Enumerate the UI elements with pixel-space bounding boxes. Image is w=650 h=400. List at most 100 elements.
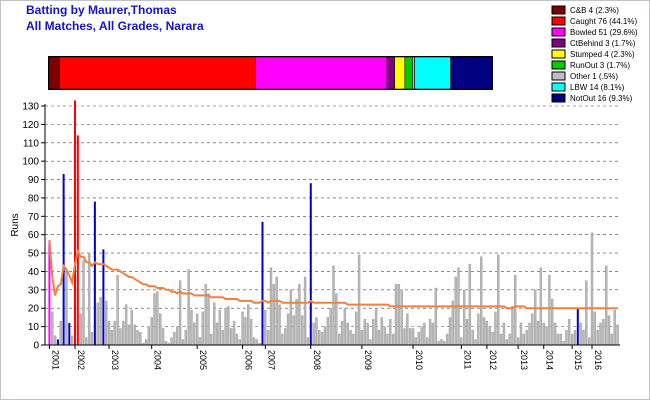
bar-1 (51, 311, 54, 346)
bar-19 (102, 249, 105, 345)
bar-95 (318, 330, 321, 346)
bar-192 (593, 311, 597, 346)
chart-subtitle: All Matches, All Grades, Narara (26, 19, 204, 33)
bar-17 (96, 302, 99, 346)
y-tick-label-6: 60 (28, 230, 40, 241)
bar-145 (460, 337, 463, 346)
bar-106 (349, 330, 352, 346)
bar-65 (232, 320, 236, 346)
bar-181 (562, 341, 565, 346)
bar-12 (82, 260, 85, 346)
bar-91 (306, 337, 310, 346)
bar-180 (559, 333, 562, 346)
bar-158 (497, 254, 500, 346)
bar-29 (130, 309, 134, 346)
bar-128 (411, 328, 415, 346)
bar-169 (528, 322, 531, 346)
x-tick-label-13: 2014 (545, 350, 555, 370)
y-tick-label-10: 100 (22, 157, 39, 168)
y-tick-label-11: 110 (23, 138, 39, 149)
bar-77 (266, 330, 270, 346)
bar-108 (355, 311, 358, 346)
bar-126 (406, 313, 409, 346)
bar-159 (499, 333, 503, 346)
x-tick-label-3: 2004 (153, 350, 163, 370)
bar-124 (400, 289, 403, 346)
x-axis-ticks: 2001 2002 2003 2004 2005 2006 2007 2008 2009 2010… (48, 345, 603, 370)
bar-10 (76, 135, 79, 345)
legend-swatch-2 (551, 27, 566, 37)
bar-163 (511, 306, 514, 346)
x-tick-label-9: 2010 (414, 350, 424, 370)
bar-161 (505, 339, 508, 346)
bar-112 (366, 322, 369, 346)
legend-swatch-4 (551, 49, 566, 59)
bar-98 (326, 317, 330, 346)
bar-99 (329, 308, 332, 346)
bar-154 (485, 320, 489, 346)
bar-78 (269, 267, 273, 346)
bar-84 (286, 313, 290, 346)
bar-35 (147, 326, 151, 346)
bar-142 (451, 300, 455, 346)
bar-172 (536, 320, 540, 346)
y-axis-label: Runs (10, 213, 21, 236)
y-tick-label-5: 50 (28, 249, 40, 260)
bar-26 (122, 320, 125, 346)
bar-9 (73, 100, 76, 345)
legend-label-7: LBW 14 (8.1%) (570, 83, 625, 92)
bar-81 (278, 304, 281, 346)
bar-182 (565, 330, 568, 346)
bar-60 (218, 309, 222, 346)
bar-61 (221, 330, 224, 346)
bar-47 (181, 339, 185, 346)
x-tick-label-8: 2009 (363, 350, 373, 370)
legend-label-2: Bowled 51 (29.6%) (570, 28, 638, 37)
dismissal-segment-2 (255, 56, 388, 90)
bar-175 (545, 326, 548, 346)
x-tick-label-6: 2007 (266, 350, 276, 370)
bar-117 (380, 317, 383, 346)
bar-155 (488, 326, 491, 346)
bar-194 (599, 322, 602, 346)
bar-199 (613, 309, 616, 346)
bar-185 (573, 330, 577, 346)
average-line (48, 240, 618, 310)
bar-59 (215, 322, 219, 346)
bar-100 (332, 265, 335, 346)
bar-114 (372, 319, 375, 346)
bar-71 (249, 319, 253, 346)
bar-79 (272, 284, 276, 346)
bar-167 (522, 333, 526, 346)
bar-16 (93, 201, 96, 345)
bar-5 (62, 174, 65, 345)
bar-86 (292, 315, 295, 346)
bar-90 (303, 276, 307, 346)
bar-57 (210, 333, 213, 346)
bar-2 (53, 335, 57, 346)
bar-168 (525, 330, 528, 346)
bar-176 (548, 274, 551, 346)
bar-118 (383, 326, 386, 346)
bar-139 (443, 341, 446, 346)
bar-188 (582, 330, 585, 346)
bar-97 (323, 326, 327, 346)
bar-107 (352, 333, 355, 346)
bar-20 (105, 300, 108, 346)
x-tick-label-2: 2003 (110, 350, 120, 370)
bar-68 (241, 311, 244, 346)
bar-37 (153, 293, 156, 346)
bar-140 (445, 333, 449, 346)
legend-swatch-7 (551, 82, 566, 92)
x-tick-label-4: 2005 (198, 350, 208, 370)
legend-swatch-0 (551, 5, 566, 15)
bar-133 (426, 337, 429, 346)
bar-137 (437, 341, 440, 346)
bar-53 (198, 337, 202, 346)
bar-147 (465, 319, 469, 346)
bar-89 (301, 315, 304, 346)
bar-177 (551, 298, 554, 346)
bar-166 (519, 322, 523, 346)
dismissal-segment-7 (414, 56, 451, 90)
bar-174 (542, 322, 545, 346)
